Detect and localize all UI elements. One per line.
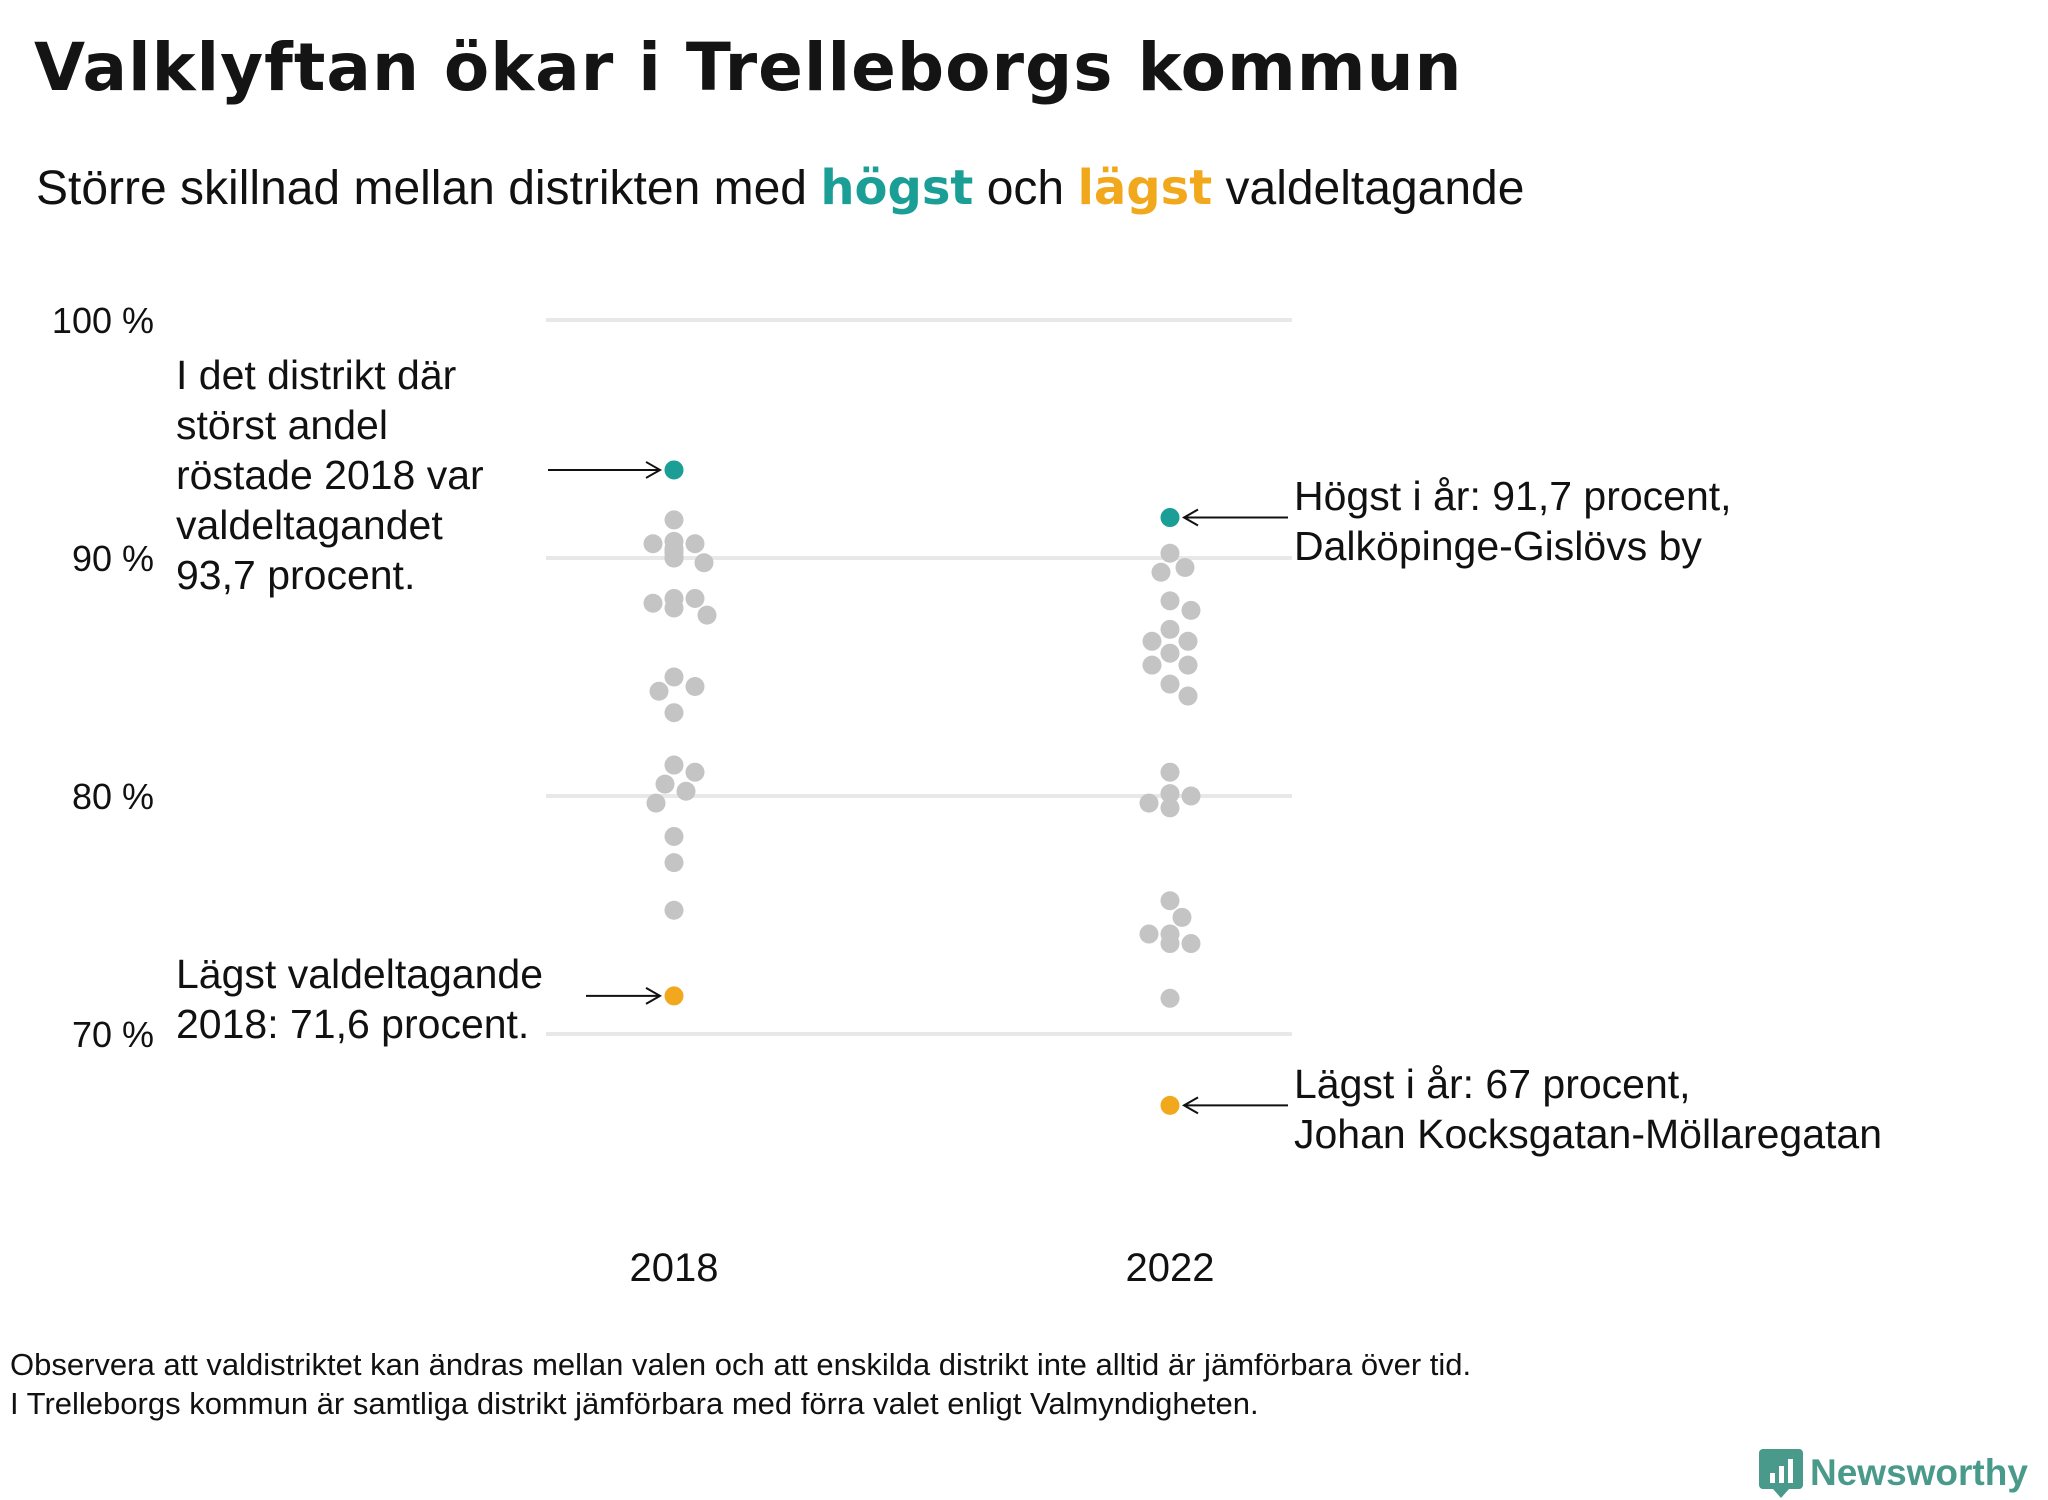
point-2022 [1160,798,1180,818]
point-2022 [1160,891,1180,911]
newsworthy-logo: Newsworthy [1759,1449,2028,1498]
point-2022 [1160,591,1180,611]
point-2018 [685,534,705,554]
annotation-high-2022-line-1: Högst i år: 91,7 procent, [1294,473,1732,519]
point-2018 [664,598,684,618]
point-2018 [694,553,714,573]
point-2018 [643,593,663,613]
point-2022 [1160,543,1180,563]
point-2018 [685,588,705,608]
point-2022 [1181,786,1201,806]
bar-chart-bubble-icon [1759,1449,1803,1498]
annotation-high-2018-line-5: 93,7 procent. [176,552,415,598]
point-2018 [697,605,717,625]
point-2018 [646,793,666,813]
point-2022 [1151,562,1171,582]
subtitle-part3: valdeltagande [1226,162,1525,215]
point-2022 [1160,643,1180,663]
annotation-low-2018-line-2: 2018: 71,6 procent. [176,1001,529,1047]
subtitle-part2: och [987,162,1064,215]
arrow-high-2022-head [1181,508,1199,527]
y-tick-label-90: 90 % [72,538,154,579]
chart-title: Valklyftan ökar i Trelleborgs kommun [34,29,1463,106]
point-2018 [664,826,684,846]
point-2022 [1181,934,1201,954]
point-2018 [664,900,684,920]
y-tick-label-70: 70 % [72,1014,154,1055]
point-highest-2022 [1160,508,1180,528]
footnote-line-1: Observera att valdistriktet kan ändras m… [10,1347,1471,1382]
x-tick-label-2018: 2018 [630,1246,719,1290]
y-tick-label-80: 80 % [72,776,154,817]
y-tick-label-100: 100 % [52,300,154,341]
arrow-low-2022-head [1181,1096,1199,1115]
annotation-low-2022-line-2: Johan Kocksgatan-Möllaregatan [1294,1111,1882,1157]
chart-subtitle: Större skillnad mellan distrikten med hö… [36,160,1524,216]
point-2022 [1160,784,1180,804]
annotation-high-2022-line-2: Dalköpinge-Gislövs by [1294,523,1702,569]
point-2022 [1160,988,1180,1008]
point-2018 [643,534,663,554]
annotation-high-2018-line-3: röstade 2018 var [176,452,484,498]
point-2022 [1142,655,1162,675]
point-2018 [664,755,684,775]
data-points [643,460,1201,1115]
annotation-high-2018-line-1: I det distrikt där [176,352,456,398]
point-2018 [664,548,684,568]
subtitle-part1: Större skillnad mellan distrikten med [36,162,807,215]
point-2022 [1160,762,1180,782]
point-2018 [664,853,684,873]
subtitle-highest-word: högst [820,160,973,216]
point-2018 [664,667,684,687]
point-2022 [1160,934,1180,954]
point-lowest-2022 [1160,1095,1180,1115]
point-2018 [685,762,705,782]
point-2022 [1139,793,1159,813]
annotation-low-2018-line-1: Lägst valdeltagande [176,951,543,997]
point-2022 [1175,558,1195,578]
point-2018 [685,677,705,697]
point-2022 [1178,686,1198,706]
point-2018 [664,510,684,530]
annotation-high-2018-line-2: störst andel [176,402,388,448]
x-axis-ticks: 2018 2022 [630,1246,1215,1290]
point-2022 [1172,907,1192,927]
x-tick-label-2022: 2022 [1126,1246,1215,1290]
annotation-low-2022-line-1: Lägst i år: 67 procent, [1294,1061,1691,1107]
point-2022 [1178,655,1198,675]
point-2018 [649,681,669,701]
point-lowest-2018 [664,986,684,1006]
point-2022 [1142,631,1162,651]
y-axis-ticks: 100 % 90 % 80 % 70 % [52,300,154,1055]
footnote-line-2: I Trelleborgs kommun är samtliga distrik… [10,1386,1259,1421]
point-2018 [655,774,675,794]
point-2022 [1160,674,1180,694]
point-2022 [1160,619,1180,639]
arrow-high-2018-head [645,461,663,479]
point-highest-2018 [664,460,684,480]
point-2022 [1181,600,1201,620]
point-2018 [664,703,684,723]
arrow-low-2018-head [645,987,663,1005]
point-2018 [676,781,696,801]
point-2022 [1178,631,1198,651]
annotation-high-2018-line-4: valdeltagandet [176,502,443,548]
point-2022 [1139,924,1159,944]
subtitle-lowest-word: lägst [1077,160,1212,216]
logo-text: Newsworthy [1810,1452,2028,1493]
gridlines [546,318,1292,1036]
